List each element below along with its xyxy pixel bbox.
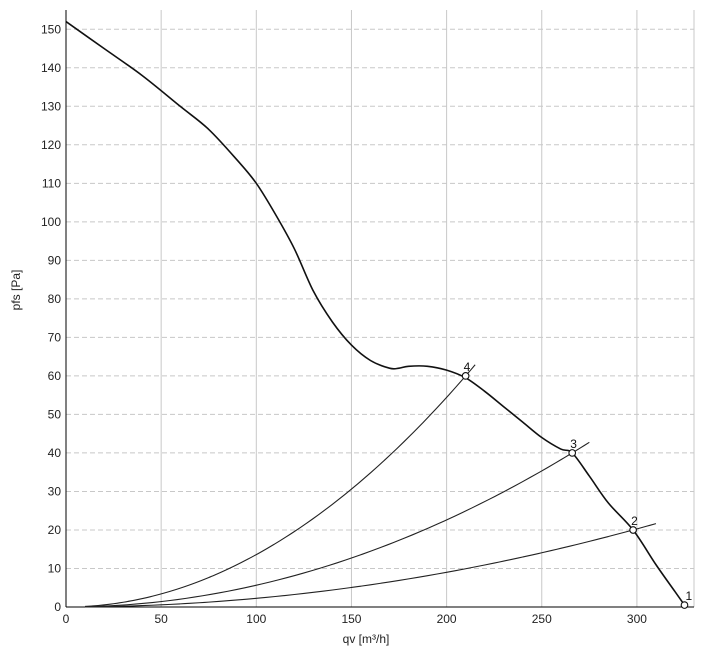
system-curve-3	[85, 441, 590, 608]
x-tick-label: 0	[63, 612, 70, 626]
y-tick-label: 120	[41, 138, 61, 152]
tick-labels: 0 50 100 150 200 250 300 0 10 20 30 40 50 60 70 80 90 100…	[41, 22, 647, 626]
y-tick-label: 0	[54, 600, 61, 614]
operating-point-2	[629, 526, 637, 534]
x-axis-title: qv [m³/h]	[343, 632, 390, 646]
axes	[65, 10, 694, 608]
y-tick-label: 40	[48, 446, 62, 460]
operating-point-4	[461, 372, 470, 380]
curves	[65, 20, 686, 608]
grid	[66, 10, 695, 607]
y-tick-label: 60	[48, 369, 62, 383]
y-tick-label: 70	[48, 330, 62, 344]
y-tick-label: 140	[41, 61, 61, 75]
operating-point-label-1: 1	[685, 589, 692, 603]
y-tick-label: 80	[48, 292, 62, 306]
x-tick-label: 200	[437, 612, 457, 626]
x-tick-label: 300	[627, 612, 647, 626]
y-axis-title: pfs [Pa]	[9, 270, 23, 311]
x-tick-label: 150	[341, 612, 361, 626]
y-tick-label: 10	[48, 561, 62, 575]
fan-curve	[65, 20, 686, 606]
y-tick-label: 100	[41, 215, 61, 229]
operating-point-label-2: 2	[631, 514, 638, 528]
y-tick-label: 50	[48, 407, 62, 421]
y-tick-label: 30	[48, 484, 62, 498]
y-tick-label: 150	[41, 22, 61, 36]
operating-point-1	[680, 601, 689, 609]
y-tick-label: 130	[41, 99, 61, 113]
y-tick-label: 90	[48, 253, 62, 267]
operating-point-label-4: 4	[464, 360, 471, 374]
operating-point-3	[568, 449, 577, 457]
operating-point-label-3: 3	[570, 437, 577, 451]
x-tick-label: 250	[532, 612, 552, 626]
operating-points: 1 2 3 4	[461, 360, 692, 609]
y-tick-label: 110	[42, 176, 61, 190]
y-tick-label: 20	[48, 523, 62, 537]
x-tick-label: 100	[246, 612, 266, 626]
system-curve-2	[85, 523, 657, 608]
x-tick-label: 50	[154, 612, 168, 626]
system-curve-4	[84, 364, 476, 608]
